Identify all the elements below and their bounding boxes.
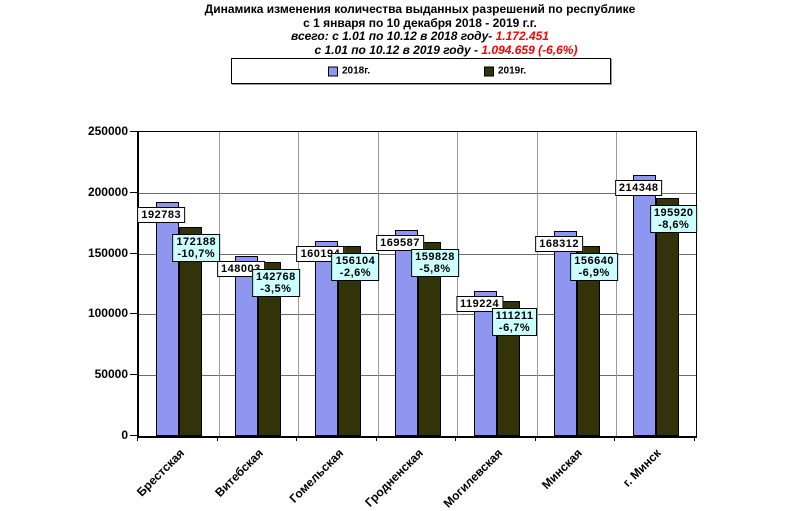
data-label-2019-value: 156104 [335, 255, 376, 268]
legend-item-2019: 2019г. [484, 66, 526, 77]
gridline-vertical [377, 132, 379, 436]
gridline-vertical [536, 132, 538, 436]
data-label-2019-delta: -10,7% [177, 247, 216, 260]
y-axis-tick [130, 374, 137, 376]
chart-total-2019: с 1.01 по 10.12 в 2019 году - 1.094.659 … [66, 42, 800, 58]
x-axis-tick [694, 436, 695, 441]
data-label-2018: 169587 [376, 234, 424, 251]
data-label-2019: 111211 -6,7% [491, 307, 538, 336]
x-axis-tick [216, 436, 218, 441]
legend-label-2019: 2019г. [498, 65, 527, 77]
gridline-horizontal [139, 192, 696, 194]
data-label-2019-delta: -3,5% [260, 283, 292, 296]
legend-swatch-2018 [328, 66, 338, 76]
total-2018-prefix: всего: с 1.01 по 10.12 в 2018 году- [291, 29, 496, 43]
y-axis-tick [130, 131, 137, 132]
bar-2018 [633, 175, 657, 436]
bar-2019 [576, 245, 600, 436]
y-axis-tick-label: 0 [121, 428, 128, 442]
legend-swatch-2019 [484, 66, 494, 76]
bar-2019 [656, 197, 680, 436]
bar-2018 [474, 291, 498, 436]
bar-2018 [553, 231, 577, 436]
chart-total-2018: всего: с 1.01 по 10.12 в 2018 году- 1.17… [40, 29, 800, 44]
data-label-2019: 159828 -5,8% [411, 248, 459, 277]
category-label: Брестская [133, 446, 187, 500]
data-label-2018: 168312 [535, 236, 583, 253]
chart-title-line1: Динамика изменения количества выданных р… [204, 2, 636, 16]
data-label-2018: 214348 [614, 180, 663, 197]
x-axis-tick [137, 436, 138, 441]
data-label-2019: 195920 -8,6% [649, 204, 698, 233]
data-label-2019-value: 159828 [415, 250, 455, 263]
total-2019-prefix: с 1.01 по 10.12 в 2019 году - [314, 42, 482, 57]
x-axis-tick [534, 436, 536, 441]
data-label-2019-delta: -6,7% [498, 321, 531, 334]
y-axis-tick [130, 191, 137, 193]
y-axis-tick [130, 313, 137, 315]
bar-2019 [178, 226, 202, 436]
data-label-2019: 142768 -3,5% [251, 269, 300, 298]
data-label-2019: 156104 -2,6% [331, 253, 380, 282]
gridline-vertical [457, 132, 459, 436]
data-label-2019-delta: -8,6% [658, 218, 690, 231]
gridline-vertical [616, 132, 618, 436]
bar-2018 [235, 256, 259, 436]
category-label: г. Минск [620, 446, 665, 490]
y-axis-tick-label: 200000 [87, 184, 128, 199]
x-axis-tick [455, 436, 457, 441]
plot-area: 192783 172188 -10,7% 148003 142768 -3,5% 16019… [137, 131, 698, 438]
total-2019-value: 1.094.659 (-6,6%) [481, 42, 578, 57]
y-axis-tick-label: 100000 [87, 306, 128, 321]
y-axis-tick-label: 50000 [94, 367, 128, 382]
chart-title-line2: с 1 января по 10 декабря 2018 - 2019 г.г… [303, 15, 537, 30]
category-label: Могилевская [440, 446, 505, 511]
data-label-2019-delta: -2,6% [339, 267, 372, 280]
y-axis-tick [130, 435, 137, 436]
data-label-2019-delta: -6,9% [578, 266, 610, 279]
data-label-2019: 156640 -6,9% [570, 252, 618, 281]
data-label-2018: 119224 [456, 296, 504, 313]
category-label: Гомельская [286, 446, 346, 506]
x-axis-tick [375, 436, 377, 441]
bar-2019 [417, 241, 441, 436]
data-label-2019-value: 111211 [495, 309, 534, 322]
bar-2019 [258, 262, 282, 436]
data-label-2019-value: 172188 [176, 235, 217, 248]
data-label-2019: 172188 -10,7% [172, 233, 221, 262]
category-label: Минская [538, 446, 585, 492]
data-label-2019-value: 142768 [255, 271, 296, 284]
bar-2018 [394, 229, 418, 436]
data-label-2019-value: 195920 [653, 206, 694, 219]
y-axis-tick [130, 252, 137, 254]
legend-item-2018: 2018г. [328, 66, 370, 77]
bar-2018 [314, 241, 338, 436]
x-axis-tick [614, 436, 616, 441]
y-axis-tick-label: 250000 [87, 124, 128, 138]
total-2018-value: 1.172.451 [495, 29, 549, 43]
data-label-2018: 192783 [137, 206, 186, 223]
bar-2019 [337, 246, 361, 436]
category-label: Гродненская [361, 446, 426, 510]
legend: 2018г. 2019г. [231, 58, 611, 84]
chart-title-block: Динамика изменения количества выданных р… [40, 2, 800, 58]
category-label: Витебская [212, 446, 267, 500]
x-axis-tick [296, 436, 298, 441]
legend-label-2018: 2018г. [342, 65, 371, 77]
data-label-2019-value: 156640 [574, 254, 614, 267]
y-axis-tick-label: 150000 [87, 245, 128, 260]
gridline-vertical [218, 132, 220, 436]
data-label-2019-delta: -5,8% [419, 262, 451, 275]
